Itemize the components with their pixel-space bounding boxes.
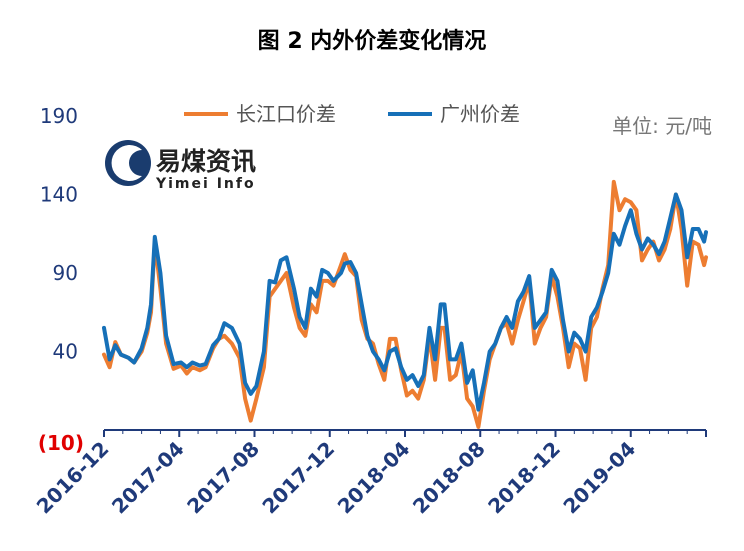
x-tick-label: 2017-12 (257, 437, 339, 519)
chart-title: 图 2 内外价差变化情况 (258, 28, 487, 54)
x-tick-label: 2017-08 (182, 437, 264, 519)
logo-text-en: Yimei Info (155, 176, 256, 192)
logo: 易煤资讯 Yimei Info (105, 140, 256, 192)
y-tick-label: 90 (53, 261, 78, 285)
y-tick-label: 40 (53, 340, 78, 364)
legend-label-guangzhou: 广州价差 (440, 102, 520, 126)
y-tick-label: 140 (40, 183, 78, 207)
x-tick-label: 2018-08 (408, 437, 490, 519)
series-line-guangzhou (102, 192, 708, 412)
series-layer (102, 179, 708, 429)
x-tick-label: 2017-04 (107, 437, 189, 519)
logo-text-cn: 易煤资讯 (156, 147, 256, 176)
x-tick-label: 2019-04 (558, 437, 640, 519)
legend: 长江口价差 广州价差 (184, 102, 520, 126)
x-tick-label: 2018-04 (333, 437, 415, 519)
series-line-changjiangkou (102, 179, 708, 429)
y-tick-label: 190 (40, 104, 78, 128)
logo-swirl-icon (111, 144, 142, 181)
unit-label: 单位: 元/吨 (612, 114, 712, 138)
legend-label-changjiangkou: 长江口价差 (236, 102, 336, 126)
x-tick-label: 2018-12 (483, 437, 565, 519)
y-tick-label-negative: (10) (38, 431, 84, 455)
